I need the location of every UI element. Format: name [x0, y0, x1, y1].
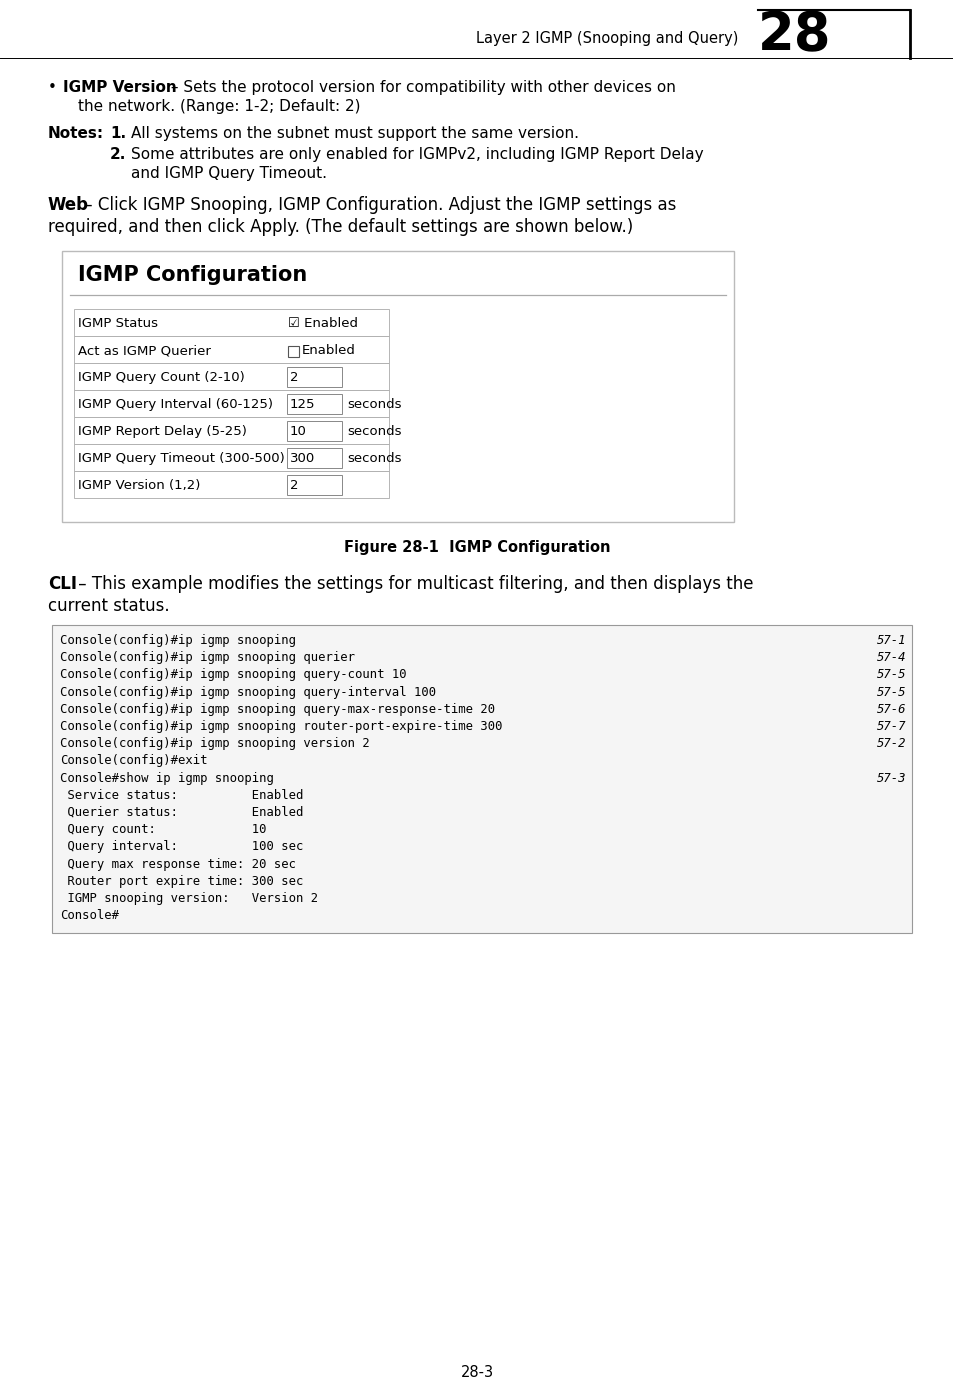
- Text: 57-3: 57-3: [876, 772, 905, 784]
- Text: current status.: current status.: [48, 597, 170, 615]
- Text: – Click IGMP Snooping, IGMP Configuration. Adjust the IGMP settings as: – Click IGMP Snooping, IGMP Configuratio…: [79, 196, 676, 214]
- Text: 57-6: 57-6: [876, 702, 905, 716]
- Bar: [74, 390, 389, 416]
- Text: Console(config)#ip igmp snooping querier: Console(config)#ip igmp snooping querier: [60, 651, 355, 665]
- Text: seconds: seconds: [347, 398, 401, 411]
- Text: Console(config)#ip igmp snooping query-count 10: Console(config)#ip igmp snooping query-c…: [60, 669, 406, 682]
- Text: Notes:: Notes:: [48, 126, 104, 142]
- Text: Console(config)#exit: Console(config)#exit: [60, 755, 208, 768]
- Text: IGMP Report Delay (5-25): IGMP Report Delay (5-25): [78, 425, 247, 439]
- Text: 2: 2: [290, 371, 298, 384]
- Text: Console(config)#ip igmp snooping: Console(config)#ip igmp snooping: [60, 634, 295, 647]
- Text: CLI: CLI: [48, 575, 77, 593]
- Text: IGMP snooping version:   Version 2: IGMP snooping version: Version 2: [60, 892, 317, 905]
- Text: 57-5: 57-5: [876, 686, 905, 698]
- Bar: [74, 471, 389, 498]
- Text: Some attributes are only enabled for IGMPv2, including IGMP Report Delay: Some attributes are only enabled for IGM…: [131, 147, 703, 162]
- Bar: [287, 366, 341, 386]
- Text: Console(config)#ip igmp snooping query-interval 100: Console(config)#ip igmp snooping query-i…: [60, 686, 436, 698]
- Text: Router port expire time: 300 sec: Router port expire time: 300 sec: [60, 874, 303, 888]
- Bar: [288, 346, 298, 357]
- Text: Act as IGMP Querier: Act as IGMP Querier: [78, 344, 211, 357]
- Text: and IGMP Query Timeout.: and IGMP Query Timeout.: [131, 167, 327, 180]
- Text: 57-5: 57-5: [876, 669, 905, 682]
- Text: 57-4: 57-4: [876, 651, 905, 665]
- Text: Query count:             10: Query count: 10: [60, 823, 266, 836]
- Text: Console(config)#ip igmp snooping query-max-response-time 20: Console(config)#ip igmp snooping query-m…: [60, 702, 495, 716]
- Text: IGMP Query Count (2-10): IGMP Query Count (2-10): [78, 371, 245, 384]
- Text: 2.: 2.: [110, 147, 126, 162]
- Text: Layer 2 IGMP (Snooping and Query): Layer 2 IGMP (Snooping and Query): [476, 31, 738, 46]
- Text: required, and then click Apply. (The default settings are shown below.): required, and then click Apply. (The def…: [48, 218, 633, 236]
- Text: All systems on the subnet must support the same version.: All systems on the subnet must support t…: [131, 126, 578, 142]
- Text: Enabled: Enabled: [302, 344, 355, 357]
- Text: Service status:          Enabled: Service status: Enabled: [60, 788, 303, 802]
- Text: IGMP Version (1,2): IGMP Version (1,2): [78, 479, 200, 491]
- Text: 125: 125: [290, 398, 315, 411]
- Bar: [287, 447, 341, 468]
- Text: 57-2: 57-2: [876, 737, 905, 750]
- Text: – This example modifies the settings for multicast filtering, and then displays : – This example modifies the settings for…: [73, 575, 753, 593]
- Bar: [62, 251, 733, 522]
- Text: 2: 2: [290, 479, 298, 491]
- Text: 28-3: 28-3: [460, 1364, 493, 1380]
- Text: Console(config)#ip igmp snooping version 2: Console(config)#ip igmp snooping version…: [60, 737, 370, 750]
- Text: seconds: seconds: [347, 452, 401, 465]
- Text: Figure 28-1  IGMP Configuration: Figure 28-1 IGMP Configuration: [343, 540, 610, 555]
- Text: IGMP Configuration: IGMP Configuration: [78, 265, 307, 285]
- Text: 1.: 1.: [110, 126, 126, 142]
- Text: the network. (Range: 1-2; Default: 2): the network. (Range: 1-2; Default: 2): [78, 99, 360, 114]
- Bar: [74, 336, 389, 364]
- Text: Query max response time: 20 sec: Query max response time: 20 sec: [60, 858, 295, 870]
- Text: Console(config)#ip igmp snooping router-port-expire-time 300: Console(config)#ip igmp snooping router-…: [60, 720, 502, 733]
- Text: Query interval:          100 sec: Query interval: 100 sec: [60, 840, 303, 854]
- Bar: [52, 625, 911, 933]
- Text: Console#: Console#: [60, 909, 119, 922]
- Bar: [287, 475, 341, 494]
- Text: 57-1: 57-1: [876, 634, 905, 647]
- Text: 10: 10: [290, 425, 307, 439]
- Bar: [74, 310, 389, 336]
- Bar: [287, 421, 341, 440]
- Bar: [287, 394, 341, 414]
- Text: – Sets the protocol version for compatibility with other devices on: – Sets the protocol version for compatib…: [166, 81, 675, 94]
- Text: seconds: seconds: [347, 425, 401, 439]
- Bar: [74, 416, 389, 444]
- Text: Querier status:          Enabled: Querier status: Enabled: [60, 806, 303, 819]
- Text: 57-7: 57-7: [876, 720, 905, 733]
- Text: 28: 28: [758, 8, 831, 61]
- Text: IGMP Status: IGMP Status: [78, 316, 158, 330]
- Text: •: •: [48, 81, 57, 94]
- Text: IGMP Query Timeout (300-500): IGMP Query Timeout (300-500): [78, 452, 284, 465]
- Text: Web: Web: [48, 196, 89, 214]
- Text: Console#show ip igmp snooping: Console#show ip igmp snooping: [60, 772, 274, 784]
- Bar: [74, 364, 389, 390]
- Bar: [74, 444, 389, 471]
- Text: IGMP Query Interval (60-125): IGMP Query Interval (60-125): [78, 398, 273, 411]
- Text: ☑ Enabled: ☑ Enabled: [288, 316, 357, 330]
- Text: IGMP Version: IGMP Version: [63, 81, 176, 94]
- Text: 300: 300: [290, 452, 314, 465]
